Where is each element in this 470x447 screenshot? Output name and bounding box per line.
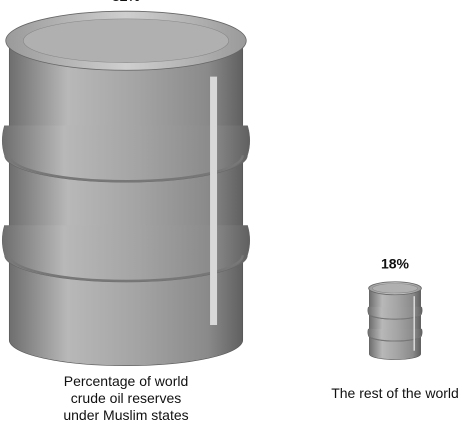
- barrel-rib-shadow: [368, 313, 422, 320]
- barrel-lid: [372, 283, 418, 294]
- barrel-rib-shadow: [368, 335, 422, 342]
- barrel-body: [8, 40, 244, 366]
- barrel: [367, 281, 423, 360]
- barrel-body: [369, 288, 421, 360]
- barrel-rib-shadow: [8, 155, 244, 183]
- value-label: 18%: [381, 256, 410, 272]
- value-label: 82%: [112, 0, 141, 4]
- category-label: Percentage of world crude oil reserves u…: [63, 373, 189, 423]
- category-label: The rest of the world: [331, 385, 459, 401]
- barrel: [1, 10, 251, 366]
- barrel-lid: [22, 18, 230, 63]
- barrel-rib-shadow: [8, 255, 244, 283]
